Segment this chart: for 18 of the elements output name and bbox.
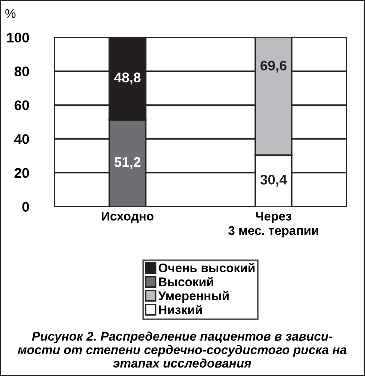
data-label: 30,4 xyxy=(260,174,288,187)
y-tick-label: 100 xyxy=(7,32,30,43)
x-tick-label: Через 3 мес. терапии xyxy=(228,212,318,238)
legend-label: Очень высокий xyxy=(158,263,255,273)
y-tick-label: 0 xyxy=(22,202,30,212)
legend-label: Высокий xyxy=(159,277,214,287)
legend-label: Умеренный xyxy=(158,291,229,303)
y-axis-title: % xyxy=(6,9,16,18)
data-label: 51,2 xyxy=(114,157,141,170)
y-tick-label: 40 xyxy=(14,134,30,144)
legend-label: Низкий xyxy=(159,305,202,314)
y-tick-label: 80 xyxy=(14,66,30,77)
y-tick-label: 20 xyxy=(14,168,30,178)
text: Рисунок 2. Распределение пациентов в зависи- мости от степени сердечно-сосудистого риска на этапах исследования xyxy=(18,332,347,368)
x-tick-label: Исходно xyxy=(102,212,154,224)
data-label: 69,6 xyxy=(260,60,287,73)
y-tick-label: 60 xyxy=(14,100,30,110)
data-label: 48,8 xyxy=(114,72,141,85)
